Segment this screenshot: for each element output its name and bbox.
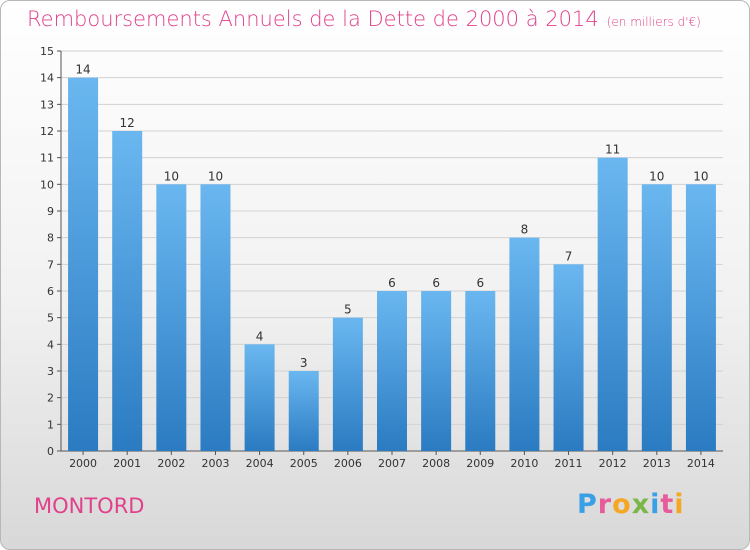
x-tick-label-2007: 2007 <box>378 457 406 470</box>
value-labels: 14 12 10 10 4 3 5 6 6 6 8 7 11 10 10 <box>75 63 708 370</box>
bar-2007 <box>377 291 407 451</box>
value-label-2002: 10 <box>164 169 179 183</box>
title-unit: (en milliers d'€) <box>606 15 701 29</box>
chart-title: Remboursements Annuels de la Dette de 20… <box>27 7 701 31</box>
x-tick-label-2010: 2010 <box>510 457 538 470</box>
y-tick-label-9: 9 <box>47 205 54 218</box>
y-tick-label-4: 4 <box>47 338 54 351</box>
y-tick-label-0: 0 <box>47 445 54 458</box>
x-tick-label-2011: 2011 <box>555 457 583 470</box>
y-tick-label-6: 6 <box>47 285 54 298</box>
logo-letter: P <box>577 489 598 520</box>
value-label-2014: 10 <box>693 169 708 183</box>
y-tick-label-7: 7 <box>47 258 54 271</box>
x-axis-ticks: 2000 2001 2002 2003 2004 2005 2006 2007 2008 2009… <box>69 451 715 470</box>
value-label-2007: 6 <box>388 276 396 290</box>
bar-2011 <box>553 264 584 451</box>
bar-2010 <box>509 237 540 451</box>
logo-letter: o <box>612 489 632 520</box>
value-label-2011: 7 <box>565 249 573 263</box>
town-name: MONTORD <box>34 494 145 518</box>
title-text: Remboursements Annuels de la Dette de 20… <box>27 7 599 31</box>
y-tick-label-15: 15 <box>40 45 54 58</box>
y-tick-label-5: 5 <box>47 312 54 325</box>
bar-2003 <box>200 184 231 452</box>
y-tick-label-12: 12 <box>40 125 54 138</box>
bar-2004 <box>244 344 275 451</box>
logo-letter: t <box>660 489 675 520</box>
logo-letter: i <box>650 489 661 520</box>
value-label-2008: 6 <box>432 276 440 290</box>
x-tick-label-2012: 2012 <box>599 457 627 470</box>
y-tick-label-10: 10 <box>40 178 54 191</box>
value-label-2005: 3 <box>300 356 308 370</box>
bar-2013 <box>641 184 672 452</box>
x-tick-label-2006: 2006 <box>334 457 362 470</box>
bar-2001 <box>112 131 143 451</box>
x-tick-label-2005: 2005 <box>290 457 318 470</box>
value-label-2004: 4 <box>256 329 264 343</box>
bar-2009 <box>465 291 496 451</box>
proxiti-logo[interactable]: Proxiti <box>577 489 685 520</box>
value-label-2013: 10 <box>649 169 664 183</box>
x-tick-label-2001: 2001 <box>113 457 141 470</box>
y-tick-label-14: 14 <box>40 72 54 85</box>
x-tick-label-2014: 2014 <box>687 457 715 470</box>
value-label-2009: 6 <box>476 276 484 290</box>
bar-2008 <box>421 291 452 451</box>
y-tick-label-8: 8 <box>47 232 54 245</box>
value-label-2010: 8 <box>521 223 529 237</box>
bar-2014 <box>685 184 716 452</box>
bars <box>68 77 716 452</box>
logo-letter: i <box>674 489 685 520</box>
y-tick-label-11: 11 <box>40 152 54 165</box>
bar-2006 <box>332 317 363 451</box>
x-tick-label-2003: 2003 <box>201 457 229 470</box>
bar-2002 <box>156 184 187 452</box>
value-label-2001: 12 <box>120 116 135 130</box>
bar-2012 <box>597 157 628 451</box>
value-label-2006: 5 <box>344 303 352 317</box>
bar-2005 <box>288 371 319 451</box>
x-tick-label-2008: 2008 <box>422 457 450 470</box>
y-tick-label-3: 3 <box>47 365 54 378</box>
x-tick-label-2009: 2009 <box>466 457 494 470</box>
x-tick-label-2000: 2000 <box>69 457 97 470</box>
logo-letter: r <box>597 489 613 520</box>
x-tick-label-2002: 2002 <box>157 457 185 470</box>
y-tick-label-13: 13 <box>40 98 54 111</box>
value-label-2000: 14 <box>75 63 90 77</box>
value-label-2003: 10 <box>208 169 223 183</box>
bar-2000 <box>68 77 99 452</box>
y-tick-label-1: 1 <box>47 418 54 431</box>
logo-letter: x <box>631 489 651 520</box>
x-tick-label-2004: 2004 <box>246 457 274 470</box>
y-tick-label-2: 2 <box>47 392 54 405</box>
x-tick-label-2013: 2013 <box>643 457 671 470</box>
value-label-2012: 11 <box>605 143 620 157</box>
